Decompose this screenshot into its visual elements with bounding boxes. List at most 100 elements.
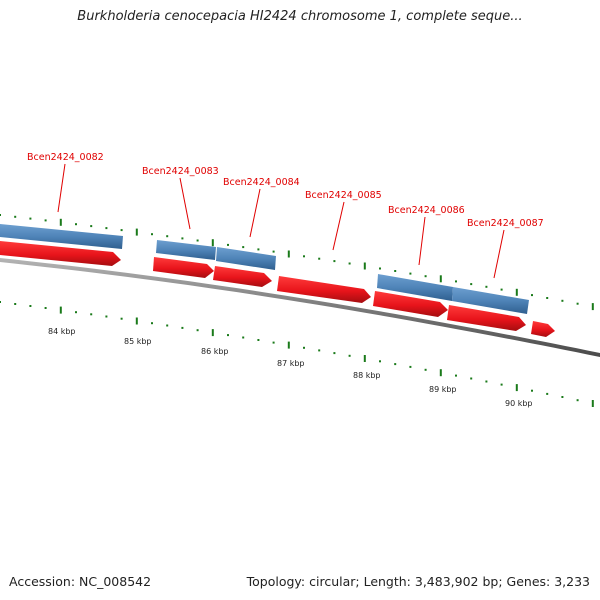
inner-ring-minor-tick <box>90 313 93 316</box>
label-leader-line <box>418 216 426 266</box>
kbp-label: 90 kbp <box>505 399 533 408</box>
outer-ring-minor-tick <box>485 285 488 288</box>
outer-ring-minor-tick <box>14 215 17 218</box>
inner-ring-major-tick <box>591 400 594 407</box>
outer-ring-major-tick <box>439 275 442 283</box>
cds-arrow[interactable] <box>531 321 555 337</box>
label-leader-line <box>179 177 191 230</box>
outer-ring-minor-tick <box>120 229 123 232</box>
kbp-label: 88 kbp <box>353 371 381 380</box>
outer-ring-major-tick <box>135 228 138 236</box>
kbp-label: 89 kbp <box>429 385 457 394</box>
topology-summary: Topology: circular; Length: 3,483,902 bp… <box>246 574 590 589</box>
gene-label-bcen2424-0082[interactable]: Bcen2424_0082 <box>27 152 104 163</box>
label-leader-line <box>332 201 345 251</box>
outer-ring-major-tick <box>515 288 518 296</box>
outer-ring-minor-tick <box>44 219 47 222</box>
gene-label-bcen2424-0085[interactable]: Bcen2424_0085 <box>305 190 382 201</box>
inner-ring-minor-tick <box>424 368 427 371</box>
outer-ring-minor-tick <box>500 288 503 291</box>
outer-ring-minor-tick <box>242 246 245 249</box>
outer-ring-minor-tick <box>227 243 229 246</box>
outer-ring-minor-tick <box>394 270 397 272</box>
inner-ring-minor-tick <box>105 315 108 318</box>
outer-ring-minor-tick <box>424 275 427 278</box>
outer-ring-minor-tick <box>196 239 199 242</box>
gene-feature[interactable] <box>156 240 216 260</box>
outer-ring-major-tick <box>287 250 290 258</box>
inner-ring-minor-tick <box>14 303 17 305</box>
gene-label-bcen2424-0084[interactable]: Bcen2424_0084 <box>223 177 300 188</box>
inner-ring-minor-tick <box>348 354 351 357</box>
gene-feature[interactable] <box>0 224 123 249</box>
inner-ring-major-tick <box>135 317 138 325</box>
inner-ring-minor-tick <box>379 360 381 363</box>
label-leader-line <box>493 229 505 279</box>
inner-ring-minor-tick <box>196 329 199 332</box>
cds-arrow[interactable] <box>0 241 121 266</box>
outer-ring-minor-tick <box>470 283 473 286</box>
inner-ring-minor-tick <box>303 346 305 349</box>
inner-ring-minor-tick <box>576 399 579 402</box>
inner-tick-ring <box>0 301 594 407</box>
kbp-axis-labels: 84 kbp 85 kbp 86 kbp 87 kbp 88 kbp 89 kb… <box>48 327 533 408</box>
accession-text: Accession: NC_008542 <box>9 574 152 589</box>
outer-ring-minor-tick <box>409 272 412 275</box>
cds-arrow[interactable] <box>153 257 214 278</box>
outer-ring-minor-tick <box>531 294 533 297</box>
outer-ring-minor-tick <box>455 280 457 283</box>
outer-ring-minor-tick <box>561 299 564 302</box>
inner-ring-minor-tick <box>318 349 321 352</box>
gene-label-bcen2424-0086[interactable]: Bcen2424_0086 <box>388 205 465 216</box>
map-title: Burkholderia cenocepacia HI2424 chromoso… <box>77 9 523 24</box>
label-leader-line <box>249 188 261 238</box>
gene-features-row <box>0 224 529 314</box>
cds-arrow[interactable] <box>277 276 371 303</box>
outer-ring-minor-tick <box>257 248 260 251</box>
outer-ring-minor-tick <box>303 255 305 258</box>
cds-arrow[interactable] <box>213 266 272 287</box>
gene-label-bcen2424-0083[interactable]: Bcen2424_0083 <box>142 166 219 177</box>
gene-label-bcen2424-0087[interactable]: Bcen2424_0087 <box>467 218 544 229</box>
cds-arrow[interactable] <box>447 305 526 331</box>
inner-ring-minor-tick <box>485 380 488 383</box>
outer-tick-ring <box>0 214 594 311</box>
inner-ring-major-tick <box>59 306 62 314</box>
cds-arrow[interactable] <box>373 291 448 317</box>
inner-ring-minor-tick <box>500 383 503 386</box>
inner-ring-minor-tick <box>227 334 229 337</box>
kbp-label: 86 kbp <box>201 347 229 356</box>
gene-feature[interactable] <box>216 247 276 270</box>
inner-ring-major-tick <box>211 329 214 337</box>
outer-ring-minor-tick <box>576 302 579 305</box>
genome-backbone <box>0 258 600 357</box>
inner-ring-major-tick <box>439 369 442 377</box>
outer-ring-major-tick <box>59 218 62 226</box>
inner-ring-minor-tick <box>409 365 412 368</box>
inner-ring-major-tick <box>287 341 290 349</box>
label-leader-line <box>57 163 66 213</box>
inner-ring-minor-tick <box>333 352 336 355</box>
kbp-label: 87 kbp <box>277 359 305 368</box>
outer-ring-major-tick <box>363 262 366 270</box>
outer-ring-minor-tick <box>166 235 169 238</box>
inner-ring-major-tick <box>515 384 518 392</box>
outer-ring-minor-tick <box>0 214 1 216</box>
outer-ring-minor-tick <box>151 233 153 236</box>
outer-ring-minor-tick <box>90 225 93 228</box>
inner-ring-major-tick <box>363 355 366 362</box>
gene-feature[interactable] <box>452 287 529 314</box>
outer-ring-minor-tick <box>272 250 275 253</box>
inner-ring-minor-tick <box>75 311 77 314</box>
inner-ring-minor-tick <box>470 377 473 380</box>
inner-ring-minor-tick <box>120 317 123 320</box>
outer-ring-minor-tick <box>105 227 108 230</box>
outer-ring-minor-tick <box>379 267 381 270</box>
kbp-label: 84 kbp <box>48 327 76 336</box>
inner-ring-minor-tick <box>29 305 32 307</box>
inner-ring-minor-tick <box>181 326 184 329</box>
inner-ring-minor-tick <box>242 336 245 339</box>
gene-feature[interactable] <box>377 274 453 301</box>
inner-ring-minor-tick <box>257 339 260 341</box>
